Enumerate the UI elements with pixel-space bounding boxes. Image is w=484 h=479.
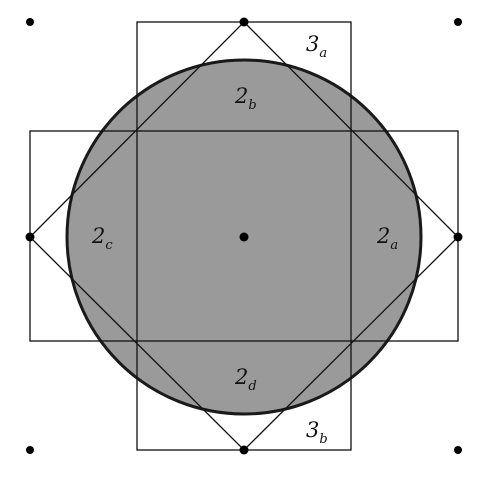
region-label-2b: 2b [234,84,257,113]
region-3b-sub: b [319,432,327,447]
region-2a-main: 2 [376,224,390,248]
region-2c-main: 2 [91,224,105,248]
left-vertex-point [25,232,35,242]
corner-point-top-right [454,18,462,26]
region-2b-sub: b [248,98,256,113]
corner-point-bottom-right [454,446,462,454]
region-3a-sub: a [319,46,327,61]
region-2b-main: 2 [234,84,248,108]
region-label-2c: 2c [91,224,113,253]
region-label-3a: 3a [306,32,327,61]
right-vertex-point [453,232,463,242]
center-point [239,232,249,242]
corner-point-bottom-left [26,446,34,454]
region-2d-sub: d [248,379,256,394]
region-2a-sub: a [390,238,398,253]
region-3a-main: 3 [306,32,319,56]
region-2d-main: 2 [234,365,248,389]
region-label-2d: 2d [234,365,257,394]
top-vertex-point [239,17,249,27]
corner-point-top-left [26,18,34,26]
region-2c-sub: c [105,238,113,253]
region-label-2a: 2a [376,224,398,253]
region-3b-main: 3 [306,418,319,442]
region-label-3b: 3b [306,418,328,447]
bottom-vertex-point [239,445,249,455]
